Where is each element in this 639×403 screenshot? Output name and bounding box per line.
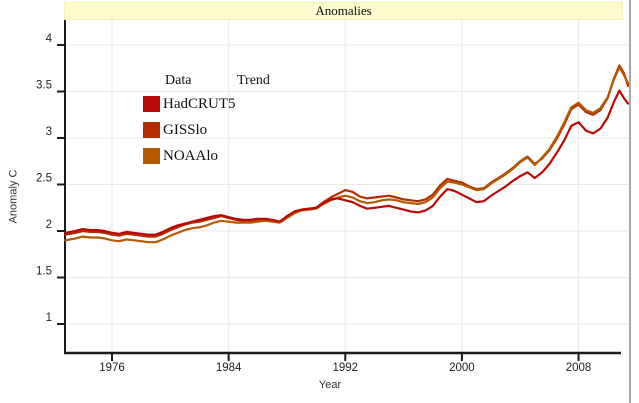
- hadcrut5-swatch-icon[interactable]: [143, 96, 160, 112]
- legend-trend-header: Trend: [237, 73, 270, 88]
- x-tick-label: 1984: [216, 362, 242, 374]
- y-tick-label: 3.5: [36, 80, 52, 92]
- gisslo-swatch-icon[interactable]: [143, 122, 160, 138]
- series-line-noaalo[interactable]: [64, 66, 630, 244]
- legend-item-noaalo[interactable]: NOAAlo: [143, 148, 236, 164]
- legend-data-header: Data: [165, 73, 192, 88]
- legend-item-hadcrut5[interactable]: HadCRUT5: [143, 96, 236, 112]
- noaalo-swatch-icon[interactable]: [143, 148, 160, 164]
- y-tick-label: 2.5: [36, 173, 52, 185]
- y-axis-title: Anomaly C: [7, 169, 20, 224]
- legend-headers: Data Trend: [143, 73, 270, 88]
- x-tick-label: 2008: [566, 362, 592, 374]
- legend-item-gisslo[interactable]: GISSlo: [143, 122, 236, 138]
- series-line-hadcrut5[interactable]: [64, 89, 630, 236]
- y-tick-label: 3: [46, 126, 52, 138]
- x-tick-label: 1992: [332, 362, 358, 374]
- y-tick-label: 4: [46, 33, 53, 45]
- legend-item-label: GISSlo: [163, 121, 208, 138]
- y-tick-label: 1: [46, 312, 52, 324]
- legend-item-label: NOAAlo: [163, 147, 218, 164]
- outline-title-bar[interactable]: Anomalies: [64, 2, 623, 20]
- y-tick-label: 2: [46, 219, 52, 231]
- x-tick-label: 2000: [449, 362, 475, 374]
- legend: Data Trend HadCRUT5 GISSlo NOAAlo: [143, 73, 270, 174]
- report-title: Anomalies: [315, 3, 372, 18]
- legend-item-label: HadCRUT5: [163, 95, 236, 112]
- x-axis-title: Year: [318, 379, 342, 391]
- y-tick-label: 1.5: [36, 266, 52, 278]
- window-right-border: [629, 0, 631, 403]
- x-tick-label: 1976: [99, 362, 125, 374]
